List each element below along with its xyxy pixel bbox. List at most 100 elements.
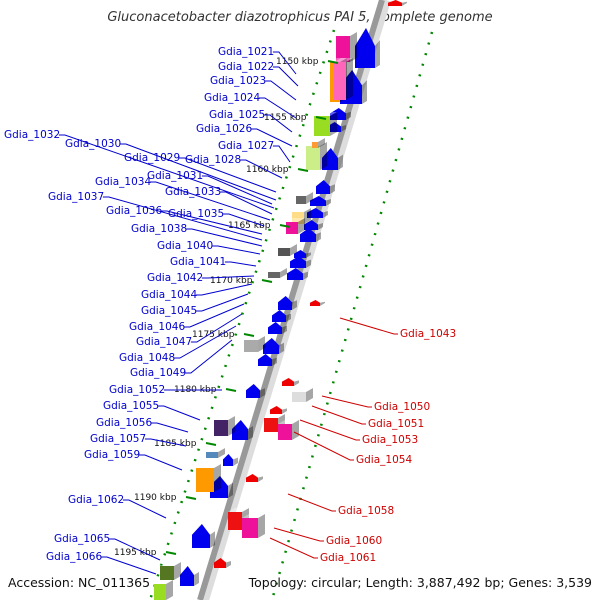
left-gene-label: Gdia_1026 — [196, 123, 293, 147]
svg-text:Gdia_1040: Gdia_1040 — [157, 240, 213, 252]
gene-1063 — [214, 558, 231, 568]
gene-1061 — [242, 514, 265, 538]
gene-1059 — [210, 476, 233, 498]
svg-text:Gdia_1032: Gdia_1032 — [4, 129, 60, 141]
gene-1022 — [336, 32, 357, 62]
position-tick-label: 1150 kbp — [276, 57, 319, 67]
gene-1040 — [290, 256, 311, 268]
position-tick-label: 1190 kbp — [134, 493, 177, 503]
gene-1060-box — [196, 464, 221, 492]
gene-1050 — [282, 378, 299, 386]
left-gene-label: Gdia_1062 — [68, 494, 167, 519]
position-tick-mark — [327, 60, 339, 64]
svg-text:Gdia_1045: Gdia_1045 — [141, 305, 197, 317]
gene-1043 — [310, 300, 325, 306]
gene-1026 — [327, 122, 346, 132]
svg-text:Gdia_1054: Gdia_1054 — [356, 454, 412, 466]
left-gene-label: Gdia_1022 — [218, 61, 299, 87]
gene-1044 — [278, 296, 297, 310]
gene-1037 — [292, 208, 311, 224]
svg-text:Gdia_1060: Gdia_1060 — [326, 535, 382, 547]
right-gene-label: Gdia_1043 — [339, 317, 456, 340]
left-gene-label: Gdia_1046 — [129, 303, 245, 333]
svg-text:Gdia_1023: Gdia_1023 — [210, 75, 266, 87]
left-gene-label: Gdia_1044 — [141, 283, 253, 301]
left-gene-label: Gdia_1056 — [96, 417, 189, 433]
svg-text:Gdia_1053: Gdia_1053 — [362, 434, 418, 446]
gene-1051 — [270, 406, 287, 414]
right-gene-label: Gdia_1050 — [321, 395, 430, 413]
gene-1046 — [268, 322, 287, 334]
right-gene-label: Gdia_1058 — [287, 493, 394, 517]
svg-text:Gdia_1044: Gdia_1044 — [141, 289, 197, 301]
left-gene-label: Gdia_1035 — [168, 208, 265, 227]
gene-1042 — [294, 250, 311, 258]
svg-text:Gdia_1033: Gdia_1033 — [165, 186, 221, 198]
svg-text:Gdia_1025: Gdia_1025 — [209, 109, 265, 121]
svg-text:Gdia_1041: Gdia_1041 — [170, 256, 226, 268]
position-tick-mark — [261, 279, 273, 283]
svg-text:Gdia_1056: Gdia_1056 — [96, 417, 152, 429]
gene-1031 — [316, 180, 335, 194]
svg-text:Gdia_1043: Gdia_1043 — [400, 328, 456, 340]
gene-1043-box — [278, 244, 297, 256]
svg-text:Gdia_1055: Gdia_1055 — [103, 400, 159, 412]
svg-text:Gdia_1052: Gdia_1052 — [109, 384, 165, 396]
left-gene-label: Gdia_1066 — [46, 551, 157, 575]
right-gene-label: Gdia_1053 — [299, 419, 418, 446]
position-tick-label: 1165 kbp — [228, 221, 271, 231]
svg-text:Gdia_1036: Gdia_1036 — [106, 205, 162, 217]
left-gene-label: Gdia_1023 — [210, 75, 297, 101]
left-gene-label: Gdia_1032 — [4, 129, 275, 209]
left-gene-label: Gdia_1042 — [147, 272, 255, 284]
gene-1049 — [258, 354, 277, 366]
svg-text:Gdia_1062: Gdia_1062 — [68, 494, 124, 506]
gene-1064 — [160, 562, 181, 580]
svg-text:Gdia_1037: Gdia_1037 — [48, 191, 104, 203]
left-gene-label: Gdia_1025 — [209, 109, 293, 133]
right-gene-label: Gdia_1054 — [293, 431, 412, 466]
svg-text:Gdia_1065: Gdia_1065 — [54, 533, 110, 545]
gene-1052 — [246, 384, 265, 398]
position-tick-mark — [205, 442, 217, 446]
left-gene-label: Gdia_1021 — [218, 46, 297, 75]
left-gene-label: Gdia_1027 — [218, 140, 291, 163]
gene-1036 — [304, 220, 323, 230]
accession-label: Accession: NC_011365 — [8, 575, 151, 590]
gene-1028 — [322, 148, 343, 170]
gene-1058-box — [206, 448, 225, 458]
left-gene-label: Gdia_1059 — [84, 449, 183, 471]
gene-1030 — [306, 142, 327, 170]
position-tick-label: 1195 kbp — [114, 548, 157, 558]
left-gene-label: Gdia_1038 — [131, 223, 263, 247]
left-gene-label: Gdia_1030 — [65, 138, 277, 201]
position-tick-mark — [243, 333, 255, 337]
svg-text:Gdia_1046: Gdia_1046 — [129, 321, 185, 333]
gene-1038 — [300, 228, 321, 242]
svg-text:Gdia_1027: Gdia_1027 — [218, 140, 274, 152]
gene-1057 — [223, 454, 238, 466]
gene-1053 — [264, 414, 285, 432]
svg-text:Gdia_1066: Gdia_1066 — [46, 551, 102, 563]
right-gene-label: Gdia_1060 — [273, 527, 382, 547]
svg-text:Gdia_1026: Gdia_1026 — [196, 123, 252, 135]
left-gene-label: Gdia_1055 — [103, 400, 201, 421]
svg-text:Gdia_1061: Gdia_1061 — [320, 552, 376, 564]
left-gene-label: Gdia_1040 — [157, 240, 261, 255]
svg-text:Gdia_1059: Gdia_1059 — [84, 449, 140, 461]
svg-text:Gdia_1034: Gdia_1034 — [95, 176, 151, 188]
svg-text:Gdia_1048: Gdia_1048 — [119, 352, 175, 364]
position-tick-label: 1160 kbp — [246, 165, 289, 175]
gene-1058 — [246, 474, 263, 482]
svg-text:Gdia_1050: Gdia_1050 — [374, 401, 430, 413]
left-gene-label: Gdia_1037 — [48, 191, 263, 241]
left-gene-label: Gdia_1034 — [95, 176, 271, 221]
gene-1051-box — [244, 336, 265, 352]
gene-1055 — [214, 416, 235, 436]
svg-text:Gdia_1058: Gdia_1058 — [338, 505, 394, 517]
svg-text:Gdia_1028: Gdia_1028 — [185, 154, 241, 166]
position-tick-mark — [315, 116, 327, 120]
left-gene-label: Gdia_1065 — [54, 533, 161, 561]
svg-text:Gdia_1038: Gdia_1038 — [131, 223, 187, 235]
svg-text:Gdia_1035: Gdia_1035 — [168, 208, 224, 220]
